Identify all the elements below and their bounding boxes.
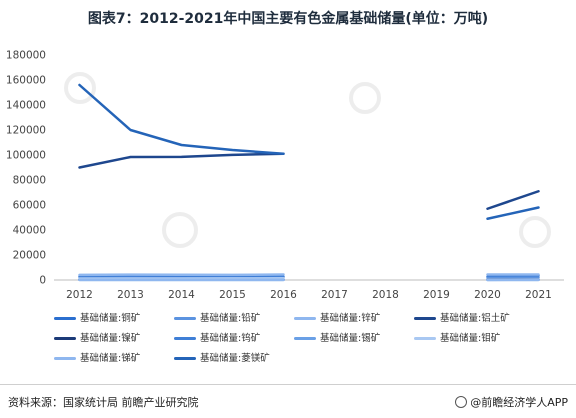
legend-item: 基础储量:菱镁矿 <box>174 350 270 364</box>
legend-label: 基础储量:铝土矿 <box>440 313 510 324</box>
legend-label: 基础储量:钨矿 <box>200 333 260 344</box>
y-tick-label: 160000 <box>6 75 46 87</box>
legend-item: 基础储量:铅矿 <box>174 310 260 324</box>
legend-label: 基础储量:铅矿 <box>200 313 260 324</box>
source-text: 资料来源：国家统计局 前瞻产业研究院 <box>8 394 199 410</box>
legend-swatch <box>414 317 436 320</box>
y-tick-label: 20000 <box>13 250 46 262</box>
y-tick-label: 60000 <box>13 200 46 212</box>
legend-label: 基础储量:锑矿 <box>80 353 140 364</box>
y-tick-label: 140000 <box>6 100 46 112</box>
legend-swatch <box>294 317 316 320</box>
series-line <box>488 191 539 209</box>
x-tick-label: 2019 <box>423 289 450 301</box>
legend-item: 基础储量:铝土矿 <box>414 310 510 324</box>
y-tick-label: 120000 <box>6 125 46 137</box>
legend-item: 基础储量:镍矿 <box>54 330 140 344</box>
x-tick-label: 2017 <box>321 289 348 301</box>
legend-swatch <box>174 317 196 320</box>
legend-swatch <box>54 357 76 360</box>
legend-label: 基础储量:钼矿 <box>440 333 500 344</box>
legend-item: 基础储量:钼矿 <box>414 330 500 344</box>
legend-label: 基础储量:铜矿 <box>80 313 140 324</box>
x-tick-label: 2016 <box>270 289 297 301</box>
y-tick-label: 80000 <box>13 175 46 187</box>
legend-item: 基础储量:钨矿 <box>174 330 260 344</box>
legend-swatch <box>294 337 316 340</box>
y-tick-label: 180000 <box>6 50 46 62</box>
y-tick-label: 0 <box>39 275 46 287</box>
x-tick-label: 2021 <box>525 289 552 301</box>
legend-item: 基础储量:铜矿 <box>54 310 140 324</box>
footer: 资料来源：国家统计局 前瞻产业研究院 @前瞻经济学人APP <box>0 384 576 418</box>
watermarks <box>66 74 549 246</box>
brand-logo: @前瞻经济学人APP <box>455 394 568 410</box>
x-tick-label: 2018 <box>372 289 399 301</box>
x-tick-label: 2013 <box>117 289 144 301</box>
legend-item: 基础储量:锌矿 <box>294 310 380 324</box>
legend-swatch <box>414 337 436 340</box>
legend-swatch <box>174 357 196 360</box>
x-tick-label: 2014 <box>168 289 195 301</box>
legend-swatch <box>174 337 196 340</box>
x-tick-label: 2015 <box>219 289 246 301</box>
legend-item: 基础储量:锑矿 <box>54 350 140 364</box>
legend-item: 基础储量:锡矿 <box>294 330 380 344</box>
legend-label: 基础储量:锡矿 <box>320 333 380 344</box>
legend-label: 基础储量:菱镁矿 <box>200 353 270 364</box>
brand-text: @前瞻经济学人APP <box>470 396 568 409</box>
series-line <box>80 85 284 154</box>
brand-icon <box>455 396 467 408</box>
x-tick-label: 2020 <box>474 289 501 301</box>
x-tick-label: 2012 <box>66 289 93 301</box>
series-line <box>80 154 284 168</box>
y-tick-label: 40000 <box>13 225 46 237</box>
legend-swatch <box>54 317 76 320</box>
legend-label: 基础储量:镍矿 <box>80 333 140 344</box>
legend-label: 基础储量:锌矿 <box>320 313 380 324</box>
legend-swatch <box>54 337 76 340</box>
y-tick-label: 100000 <box>6 150 46 162</box>
line-chart: 2012 2013 2014 2015 2016 2017 2018 2019 2020 2021… <box>0 0 576 310</box>
